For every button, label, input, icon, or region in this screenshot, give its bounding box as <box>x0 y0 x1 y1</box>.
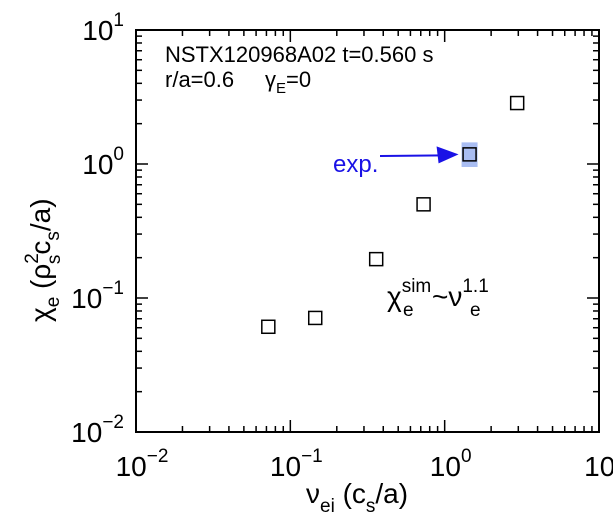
y-tick-label: 100 <box>82 144 124 180</box>
data-point <box>416 197 431 212</box>
annotation-radius: r/a=0.6 <box>165 67 234 92</box>
x-axis-label: νei (cs/a) <box>306 478 408 517</box>
x-tick-label: 10−2 <box>116 446 169 482</box>
plot-frame <box>135 29 600 433</box>
y-tick-label: 10−2 <box>71 412 124 448</box>
y-tick-label: 10−1 <box>71 278 124 314</box>
x-tick-labels: 10−2 10−1 100 101 <box>116 446 613 482</box>
data-point <box>462 147 477 162</box>
x-tick-label: 100 <box>430 446 472 482</box>
data-points <box>261 95 525 335</box>
y-tick-label: 101 <box>82 10 124 46</box>
experimental-arrow <box>379 154 445 157</box>
data-point <box>368 251 384 267</box>
y-tick-labels: 10−2 10−1 100 101 <box>71 10 124 448</box>
data-point <box>509 95 525 111</box>
annotation-shot: NSTX120968A02 t=0.560 s <box>165 42 433 67</box>
x-tick-label: 101 <box>584 446 613 482</box>
x-tick-label: 10−1 <box>270 446 323 482</box>
experimental-marker: exp. <box>333 142 478 178</box>
annotation-scaling: χsim e ~ν1.1 e <box>387 276 489 321</box>
axis-ticks <box>135 30 599 433</box>
annotation-gamma: γE=0 <box>265 67 311 97</box>
y-axis-label: χe (ρ2scs/a) <box>22 198 65 322</box>
experimental-label: exp. <box>333 151 378 178</box>
experimental-arrowhead <box>436 146 459 164</box>
data-point <box>307 310 323 326</box>
data-point <box>261 319 276 335</box>
experimental-band <box>461 142 478 167</box>
